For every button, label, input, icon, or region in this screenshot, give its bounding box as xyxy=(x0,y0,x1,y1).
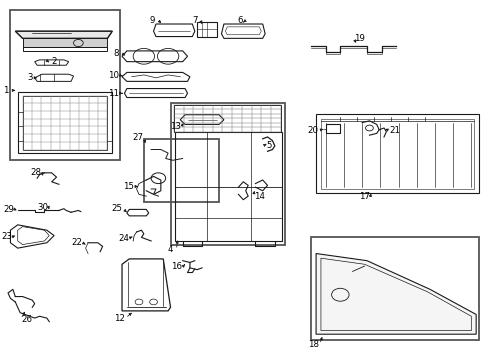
Bar xyxy=(325,125,340,134)
Text: 28: 28 xyxy=(31,168,41,177)
Text: 12: 12 xyxy=(114,314,125,323)
Text: 13: 13 xyxy=(169,122,181,131)
Text: 14: 14 xyxy=(253,192,264,201)
Text: 5: 5 xyxy=(266,141,271,150)
Polygon shape xyxy=(22,39,107,47)
Text: 22: 22 xyxy=(71,238,82,247)
Text: 11: 11 xyxy=(108,89,119,98)
Text: 6: 6 xyxy=(237,16,242,25)
Text: 24: 24 xyxy=(118,234,129,243)
Text: 21: 21 xyxy=(389,126,400,135)
Text: 4: 4 xyxy=(167,246,173,255)
Polygon shape xyxy=(15,31,112,39)
Text: 1: 1 xyxy=(3,86,8,95)
Text: 20: 20 xyxy=(306,126,318,135)
Text: 15: 15 xyxy=(122,182,134,191)
Bar xyxy=(170,103,284,244)
Text: 27: 27 xyxy=(132,133,143,142)
Bar xyxy=(197,22,216,37)
Bar xyxy=(10,10,120,160)
Text: 10: 10 xyxy=(108,71,119,80)
Bar xyxy=(174,105,280,132)
Text: 9: 9 xyxy=(150,16,155,25)
Polygon shape xyxy=(315,253,475,334)
Text: 30: 30 xyxy=(38,203,48,212)
Bar xyxy=(22,96,107,149)
Bar xyxy=(320,119,473,189)
Text: 18: 18 xyxy=(307,340,319,349)
Text: 2: 2 xyxy=(51,57,57,66)
Text: 19: 19 xyxy=(354,34,365,43)
Bar xyxy=(143,139,219,202)
Text: 17: 17 xyxy=(358,192,369,201)
Text: 26: 26 xyxy=(21,315,32,324)
Text: 29: 29 xyxy=(3,205,14,214)
Text: 23: 23 xyxy=(1,232,13,241)
Text: 3: 3 xyxy=(27,73,33,82)
Text: 16: 16 xyxy=(171,262,182,271)
Bar xyxy=(310,237,478,339)
Text: 8: 8 xyxy=(113,49,119,58)
Text: 25: 25 xyxy=(111,204,122,213)
Text: 7: 7 xyxy=(192,16,197,25)
